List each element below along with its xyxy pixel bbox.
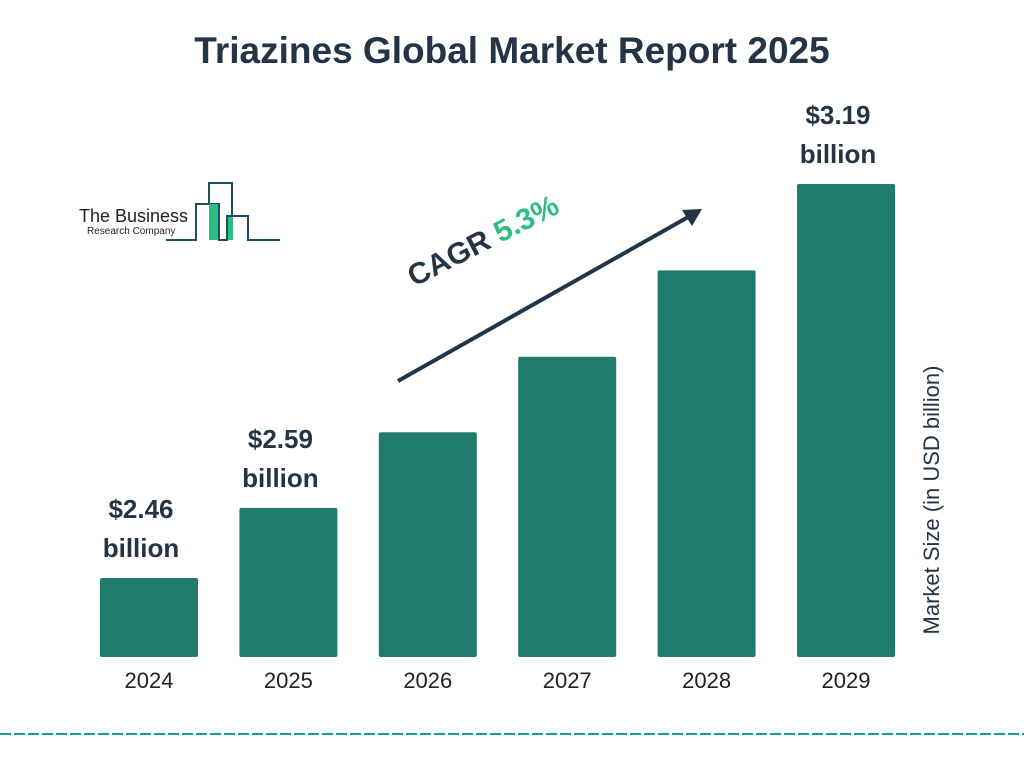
chart-title: Triazines Global Market Report 2025	[194, 30, 830, 71]
logo-subtext: Research Company	[87, 226, 176, 237]
bar-2026	[378, 432, 477, 657]
x-tick-label: 2029	[822, 668, 871, 693]
x-tick-label: 2024	[125, 668, 174, 693]
x-tick-label: 2027	[543, 668, 592, 693]
bar-2027	[518, 356, 617, 657]
bar-2024	[100, 578, 198, 657]
data-label: billion	[242, 463, 319, 493]
data-label: $3.19	[805, 100, 870, 130]
x-tick-label: 2026	[403, 668, 452, 693]
data-label: billion	[103, 533, 180, 563]
x-tick-label: 2028	[682, 668, 731, 693]
x-tick-label: 2025	[264, 668, 313, 693]
cagr-arrow	[397, 209, 702, 383]
bar-2029	[797, 184, 895, 657]
bar-2028	[657, 270, 756, 657]
bar-2025	[239, 507, 338, 657]
data-label: $2.59	[248, 424, 313, 454]
logo-icon	[166, 182, 280, 241]
data-label: $2.46	[108, 494, 173, 524]
data-label: billion	[800, 139, 877, 169]
logo-text: The Business	[79, 206, 189, 226]
